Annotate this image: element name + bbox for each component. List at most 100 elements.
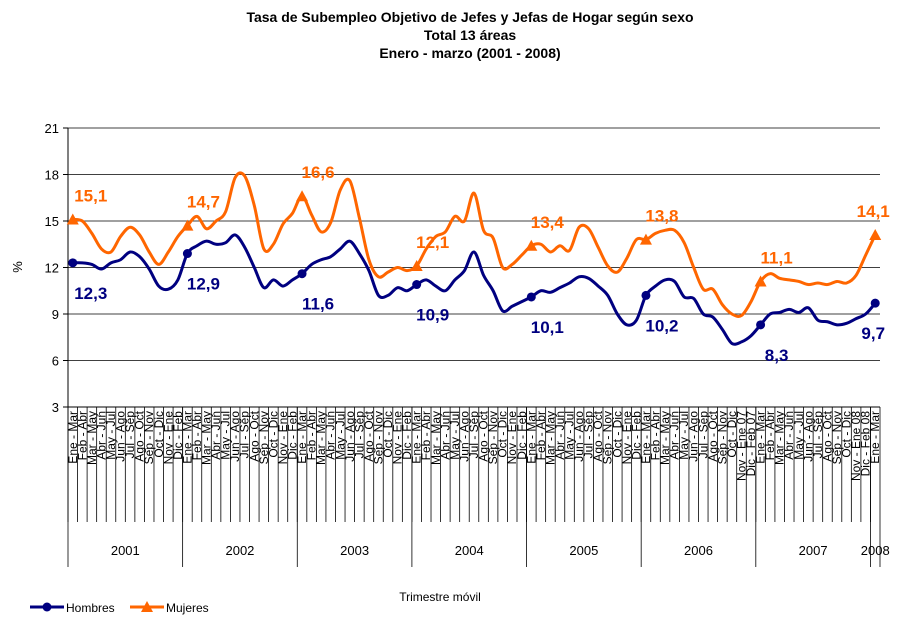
data-point: [870, 298, 880, 308]
x-tick-label: Nov - Ene 07: [734, 411, 748, 481]
data-point: [296, 190, 309, 202]
x-group-label: 2002: [225, 543, 254, 558]
data-label: 12,3: [74, 284, 107, 303]
data-label: 13,8: [645, 207, 678, 226]
x-tick-label: May - Jul: [677, 411, 691, 460]
x-group-label: 2008: [861, 543, 890, 558]
data-point: [412, 280, 422, 290]
x-tick-label: Abr - Jun: [782, 411, 796, 460]
data-label: 14,1: [857, 202, 890, 221]
x-tick-label: Dic - Feb: [629, 411, 643, 460]
data-point: [181, 219, 194, 231]
x-tick-label: Ene - Mar: [295, 411, 309, 464]
x-tick-label: Ene - Mar: [639, 411, 653, 464]
x-tick-label: Ago - Oct: [133, 410, 147, 461]
x-tick-label: Jul - Sep: [123, 411, 137, 459]
data-label: 10,2: [645, 316, 678, 335]
x-tick-label: Dic - Feb 08: [859, 411, 873, 477]
x-tick-label: Jul - Sep: [582, 411, 596, 459]
x-tick-label: Jun - Ago: [457, 411, 471, 462]
chart-subtitle: Enero - marzo (2001 - 2008): [379, 45, 560, 61]
x-tick-label: Feb - Abr: [763, 411, 777, 460]
data-point: [754, 275, 767, 287]
data-point: [182, 249, 192, 259]
x-group-label: 2003: [340, 543, 369, 558]
x-tick-label: Mar - May: [85, 411, 99, 465]
legend-marker: [42, 602, 52, 612]
x-tick-label: Sep - Nov: [486, 411, 500, 464]
x-tick-label: Feb - Abr: [75, 411, 89, 460]
data-point: [66, 213, 79, 225]
x-tick-label: Nov - Ene 08: [849, 411, 863, 481]
data-label: 9,7: [861, 324, 885, 343]
x-group-label: 2001: [111, 543, 140, 558]
data-point: [68, 258, 78, 268]
x-tick-label: Oct - Dic: [381, 411, 395, 458]
x-tick-label: Oct - Dic: [610, 411, 624, 458]
x-tick-label: Mar - May: [658, 411, 672, 465]
x-tick-label: May - Jul: [333, 411, 347, 460]
y-tick-label: 6: [52, 354, 59, 369]
x-tick-label: Sep - Nov: [715, 411, 729, 464]
data-label: 10,9: [416, 306, 449, 325]
x-tick-label: Dic - Feb: [400, 411, 414, 460]
x-tick-label: Oct - Dic: [152, 411, 166, 458]
x-tick-label: Mar - May: [314, 411, 328, 465]
x-tick-label: Sep - Nov: [142, 411, 156, 464]
x-group-label: 2006: [684, 543, 713, 558]
x-tick-label: May - Jul: [104, 411, 118, 460]
x-tick-label: Feb - Abr: [305, 411, 319, 460]
x-tick-label: Ago - Oct: [477, 410, 491, 461]
x-tick-label: Mar - May: [200, 411, 214, 465]
x-tick-label: Ene - Mar: [524, 411, 538, 464]
data-point: [756, 320, 766, 330]
x-tick-label: May - Jul: [563, 411, 577, 460]
x-tick-label: Oct - Dic: [266, 411, 280, 458]
x-tick-label: Oct - Dic: [725, 411, 739, 458]
x-tick-label: Sep - Nov: [371, 411, 385, 464]
x-tick-label: Jul - Sep: [811, 411, 825, 459]
x-tick-label: Ene - Mar: [754, 411, 768, 464]
x-tick-label: Sep - Nov: [830, 411, 844, 464]
data-label: 13,4: [531, 213, 565, 232]
data-point: [297, 269, 307, 279]
x-tick-label: Jun - Ago: [801, 411, 815, 462]
x-tick-label: Ene - Mar: [180, 411, 194, 464]
x-tick-label: May - Jul: [448, 411, 462, 460]
x-tick-label: Feb - Abr: [419, 411, 433, 460]
x-tick-label: Mar - May: [773, 411, 787, 465]
x-tick-label: Dic - Feb: [285, 411, 299, 460]
chart-subtitle: Total 13 áreas: [424, 27, 517, 43]
x-group-label: 2007: [799, 543, 828, 558]
x-tick-label: Jun - Ago: [228, 411, 242, 462]
data-label: 11,6: [302, 295, 334, 314]
x-tick-label: Jul - Sep: [696, 411, 710, 459]
x-tick-label: Dic - Feb: [171, 411, 185, 460]
x-axis-title: Trimestre móvil: [399, 590, 481, 604]
x-group-label: 2004: [455, 543, 484, 558]
y-tick-label: 15: [45, 214, 59, 229]
x-tick-label: Abr - Jun: [324, 411, 338, 460]
x-tick-label: Jul - Sep: [467, 411, 481, 459]
x-tick-label: Ene - Mar: [410, 411, 424, 464]
y-tick-label: 3: [52, 400, 59, 415]
data-point: [526, 292, 536, 302]
x-tick-label: Dic - Feb: [515, 411, 529, 460]
legend-label: Hombres: [66, 601, 115, 615]
x-tick-label: Oct - Dic: [840, 411, 854, 458]
x-tick-label: Jul - Sep: [352, 411, 366, 459]
x-tick-label: Sep - Nov: [601, 411, 615, 464]
x-tick-label: Jun - Ago: [343, 411, 357, 462]
x-tick-label: May - Jul: [219, 411, 233, 460]
x-tick-label: Mar - May: [543, 411, 557, 465]
data-label: 8,3: [765, 346, 789, 365]
x-tick-label: Sep - Nov: [257, 411, 271, 464]
x-tick-label: Dic - Feb 07: [744, 411, 758, 477]
x-tick-label: Mar - May: [429, 411, 443, 465]
data-label: 12,1: [416, 233, 449, 252]
x-tick-label: Feb - Abr: [649, 411, 663, 460]
legend-marker: [141, 601, 153, 612]
x-tick-label: Abr - Jun: [438, 411, 452, 460]
y-axis-title: %: [10, 261, 25, 273]
